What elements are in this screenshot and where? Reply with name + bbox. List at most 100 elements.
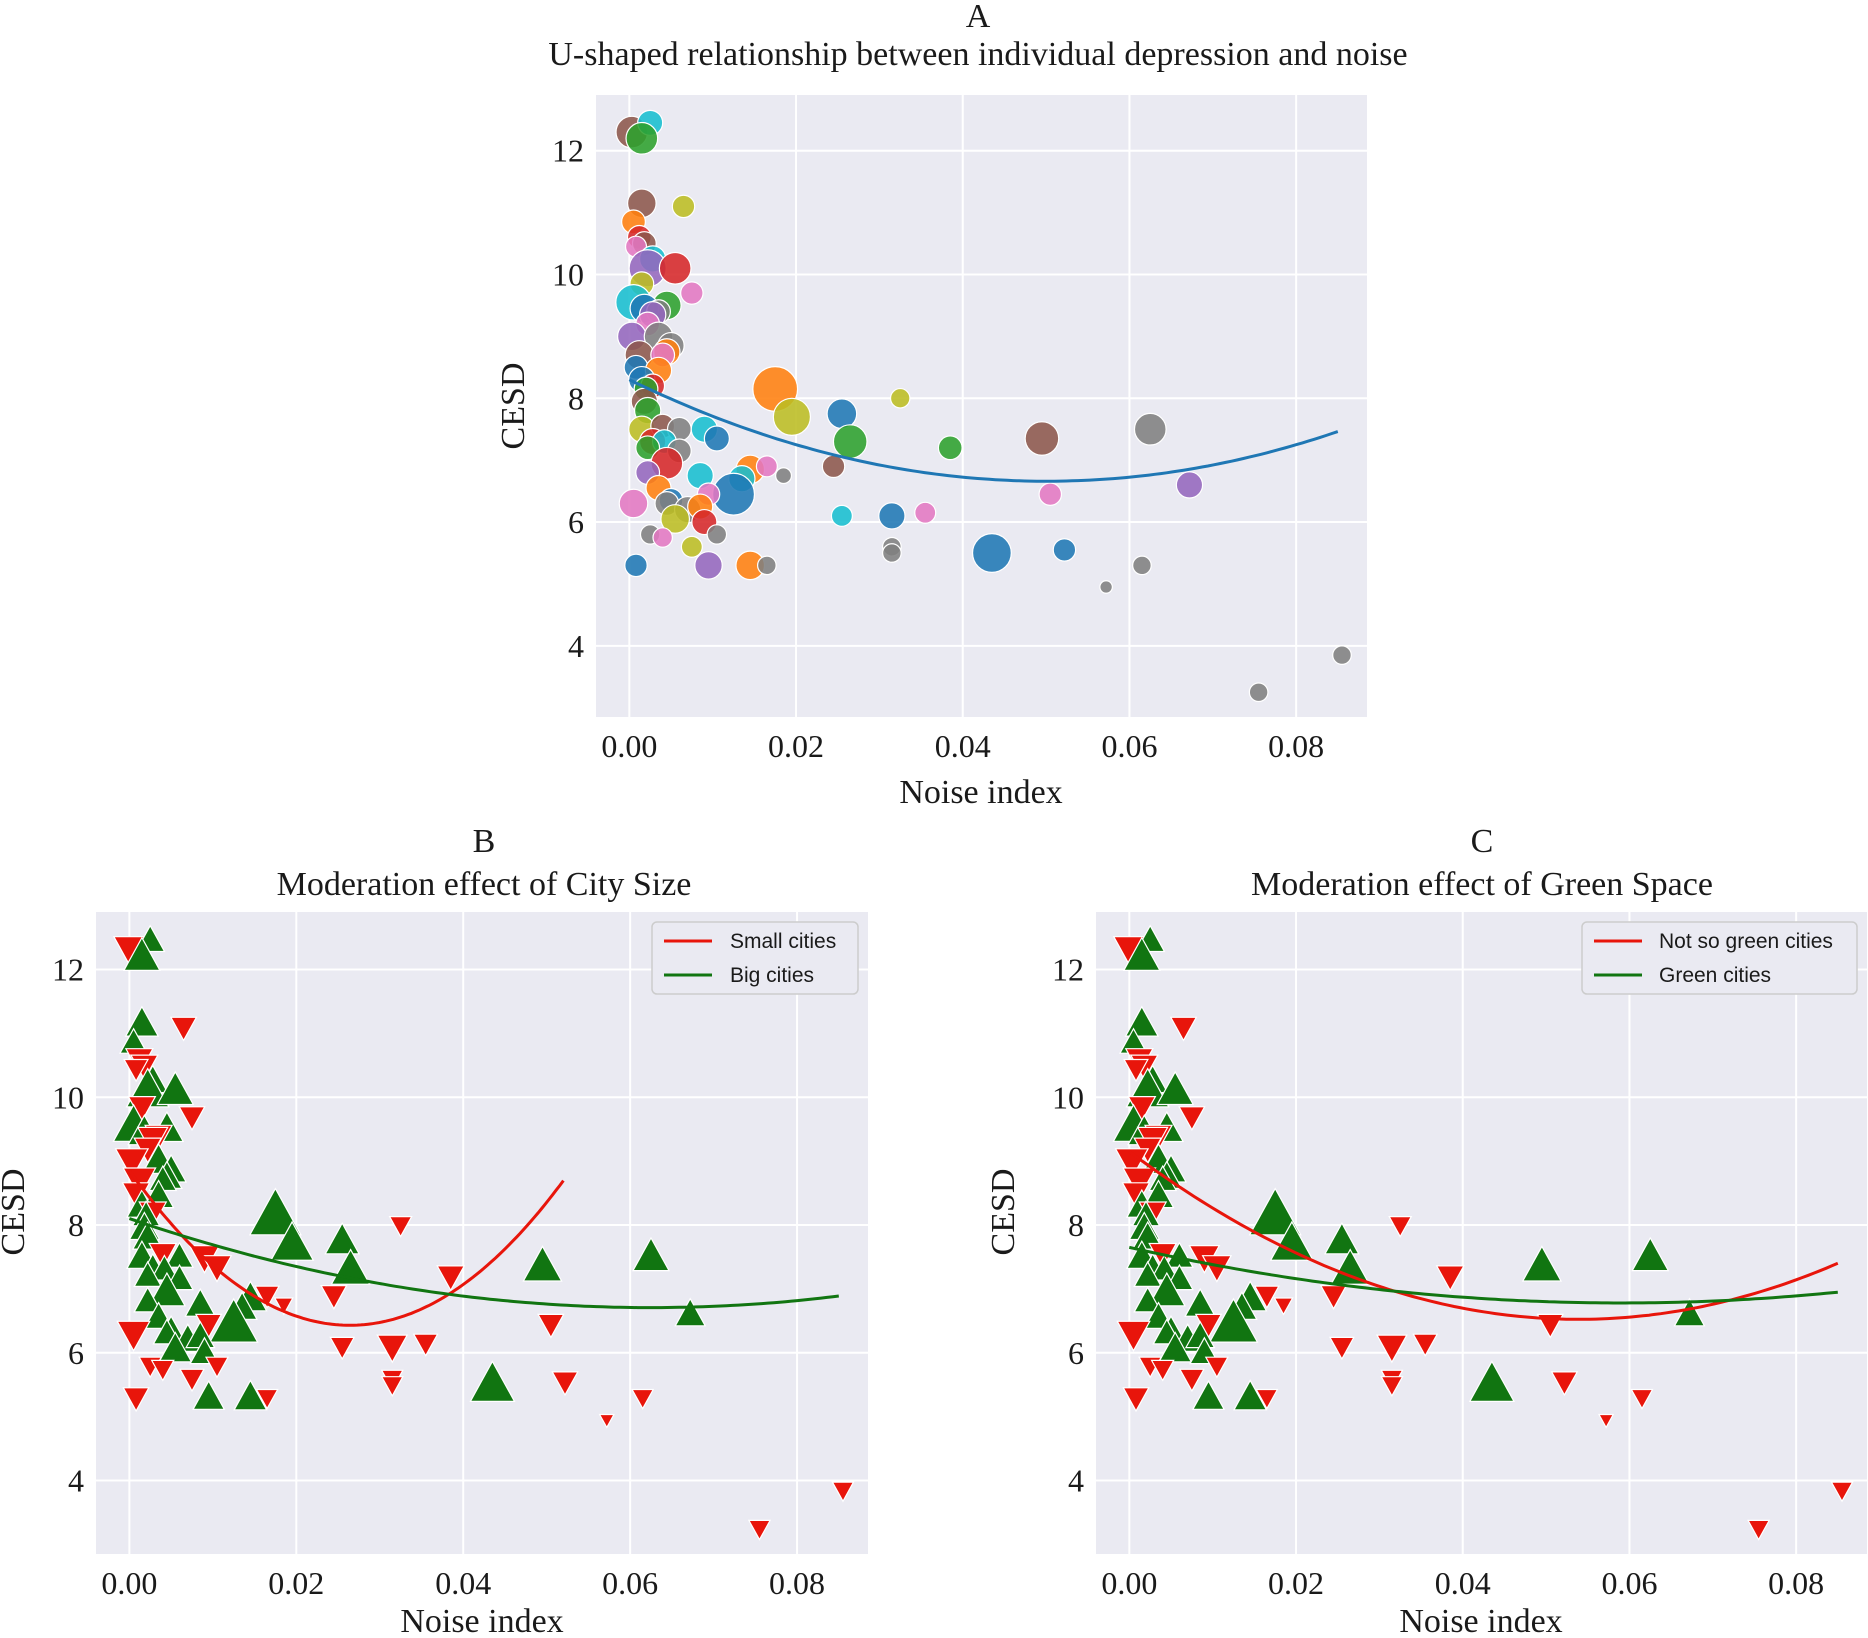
panel-c-down-triangle-point [1116, 1320, 1151, 1352]
panel-a-data-point [755, 455, 778, 478]
panel-a-x-tick-label: 0.08 [1268, 728, 1324, 764]
panel-b-x-tick-label: 0.02 [268, 1565, 324, 1601]
panel-b-down-triangle-point [179, 1368, 205, 1393]
panel-a-data-point [937, 435, 963, 461]
panel-b-down-triangle-point [114, 1148, 150, 1180]
panel-a-y-tick-label: 10 [552, 256, 584, 292]
panel-a-x-tick-label: 0.02 [768, 728, 824, 764]
panel-c-x-tick-label: 0.00 [1101, 1565, 1157, 1601]
panel-a: A U-shaped relationship between individu… [495, 0, 1408, 811]
panel-c-x-tick-label: 0.08 [1768, 1565, 1824, 1601]
panel-b-up-triangle-point [469, 1360, 516, 1403]
panel-c-up-triangle-point [1330, 1248, 1371, 1285]
panel-a-data-point [830, 504, 853, 527]
panel-b-fit-line-0 [128, 1169, 565, 1327]
panel-c-legend-label-green: Green cities [1659, 964, 1771, 987]
panel-a-data-point [1038, 482, 1063, 506]
panel-a-data-point [703, 425, 730, 452]
panel-c-down-triangle-point [1630, 1388, 1654, 1410]
panel-c-y-ticks: 4 6 8 10 12 [1052, 951, 1084, 1498]
panel-a-data-point [1175, 471, 1204, 499]
panel-b-down-triangle-point [831, 1481, 855, 1503]
panel-b-down-triangle-point [116, 1320, 151, 1352]
panel-a-data-point [680, 281, 704, 305]
panel-b-down-triangle-point [380, 1376, 404, 1398]
panel-c-up-triangle-point [1673, 1297, 1706, 1327]
panel-c-down-triangle-point [1319, 1284, 1348, 1310]
panel-a-points [615, 109, 1352, 703]
panel-c-down-triangle-point [1253, 1285, 1280, 1310]
panel-b-up-triangle-point [157, 1331, 193, 1363]
panel-c-legend-box [1581, 921, 1858, 995]
panel-a-title: U-shaped relationship between individual… [548, 36, 1407, 73]
panel-b-up-triangle-point [208, 1297, 259, 1343]
panel-a-data-point [625, 121, 659, 155]
panel-b-down-triangle-point [255, 1388, 279, 1410]
panel-b-up-triangle-point [131, 1220, 164, 1250]
panel-c-up-triangle-point [1208, 1297, 1259, 1343]
panel-a-data-point [832, 424, 868, 459]
panel-b-down-triangle-point [631, 1388, 655, 1410]
panel-a-y-axis-label: CESD [495, 363, 532, 450]
panel-b-down-triangle-point [537, 1313, 565, 1339]
panel-a-data-point [772, 397, 812, 436]
panel-c-down-triangle-point [1747, 1519, 1771, 1541]
panel-c-down-triangle-point [1550, 1371, 1579, 1397]
panel-b-x-tick-label: 0.04 [435, 1565, 491, 1601]
panel-b-down-triangle-point [254, 1285, 281, 1310]
panel-a-data-point [680, 535, 703, 558]
panel-b-x-tick-label: 0.00 [101, 1565, 157, 1601]
panel-a-data-point [658, 251, 692, 285]
panel-b-y-axis-label: CESD [0, 1169, 32, 1256]
panel-b-legend: Small cities Big cities [651, 921, 859, 995]
panel-a-plot-area [596, 95, 1367, 717]
panel-a-y-tick-label: 4 [568, 628, 584, 664]
panel-a-data-point [706, 524, 728, 545]
panel-c-letter: C [1471, 823, 1494, 860]
panel-a-x-tick-label: 0.04 [935, 728, 991, 764]
panel-b-down-triangle-point [388, 1215, 413, 1238]
panel-a-x-tick-label: 0.00 [601, 728, 657, 764]
panel-c-down-triangle-point [1150, 1359, 1175, 1382]
panel-c-y-tick-label: 4 [1068, 1463, 1084, 1499]
panel-b-up-triangle-point [147, 1271, 187, 1307]
panel-a-data-point [694, 551, 723, 580]
panel-b-down-triangle-point [320, 1284, 348, 1310]
panel-c-y-tick-label: 12 [1052, 951, 1084, 987]
panel-c-up-triangle-point [1157, 1331, 1193, 1363]
panel-b-down-triangle-point [551, 1371, 579, 1397]
panel-b-fit-line-1 [128, 1217, 839, 1310]
panel-b-up-triangle-point [269, 1220, 315, 1261]
panel-a-data-point [1332, 645, 1352, 665]
panel-c: C Moderation effect of Green Space 0.00 0… [985, 823, 1867, 1638]
panel-c-points [1112, 924, 1854, 1541]
panel-b-down-triangle-point [747, 1519, 772, 1541]
panel-b-up-triangle-point [233, 1379, 268, 1411]
panel-c-down-triangle-point [1123, 1058, 1149, 1083]
panel-c-down-triangle-point [1201, 1255, 1233, 1283]
panel-b-down-triangle-point [169, 1016, 198, 1042]
panel-b-y-ticks: 4 6 8 10 12 [52, 951, 84, 1498]
panel-c-down-triangle-point [1178, 1106, 1206, 1132]
panel-a-letter: A [966, 0, 991, 35]
panel-c-x-ticks: 0.00 0.02 0.04 0.06 0.08 [1101, 1565, 1824, 1601]
panel-c-down-triangle-point [1435, 1265, 1465, 1292]
panel-b-up-triangle-point [192, 1379, 226, 1410]
panel-b-up-triangle-point [122, 936, 161, 972]
panel-a-data-point [660, 504, 691, 534]
panel-b-y-tick-label: 8 [68, 1207, 84, 1243]
panel-c-down-triangle-point [1204, 1356, 1229, 1379]
panel-c-x-tick-label: 0.04 [1435, 1565, 1491, 1601]
panel-a-data-point [914, 501, 937, 524]
panel-a-grid [596, 95, 1367, 717]
panel-c-up-triangle-point [1191, 1379, 1226, 1410]
panel-c-down-triangle-point [1255, 1388, 1279, 1410]
panel-b-down-triangle-point [123, 1058, 150, 1083]
panel-a-data-point [652, 527, 673, 548]
panel-b-up-triangle-point [248, 1187, 302, 1236]
panel-b-plot-area [96, 912, 868, 1554]
panel-c-down-triangle-point [1178, 1368, 1205, 1393]
panel-a-data-point [826, 398, 858, 430]
panel-c-legend: Not so green cities Green cities [1581, 921, 1858, 995]
panel-b-up-triangle-point [324, 1221, 361, 1255]
